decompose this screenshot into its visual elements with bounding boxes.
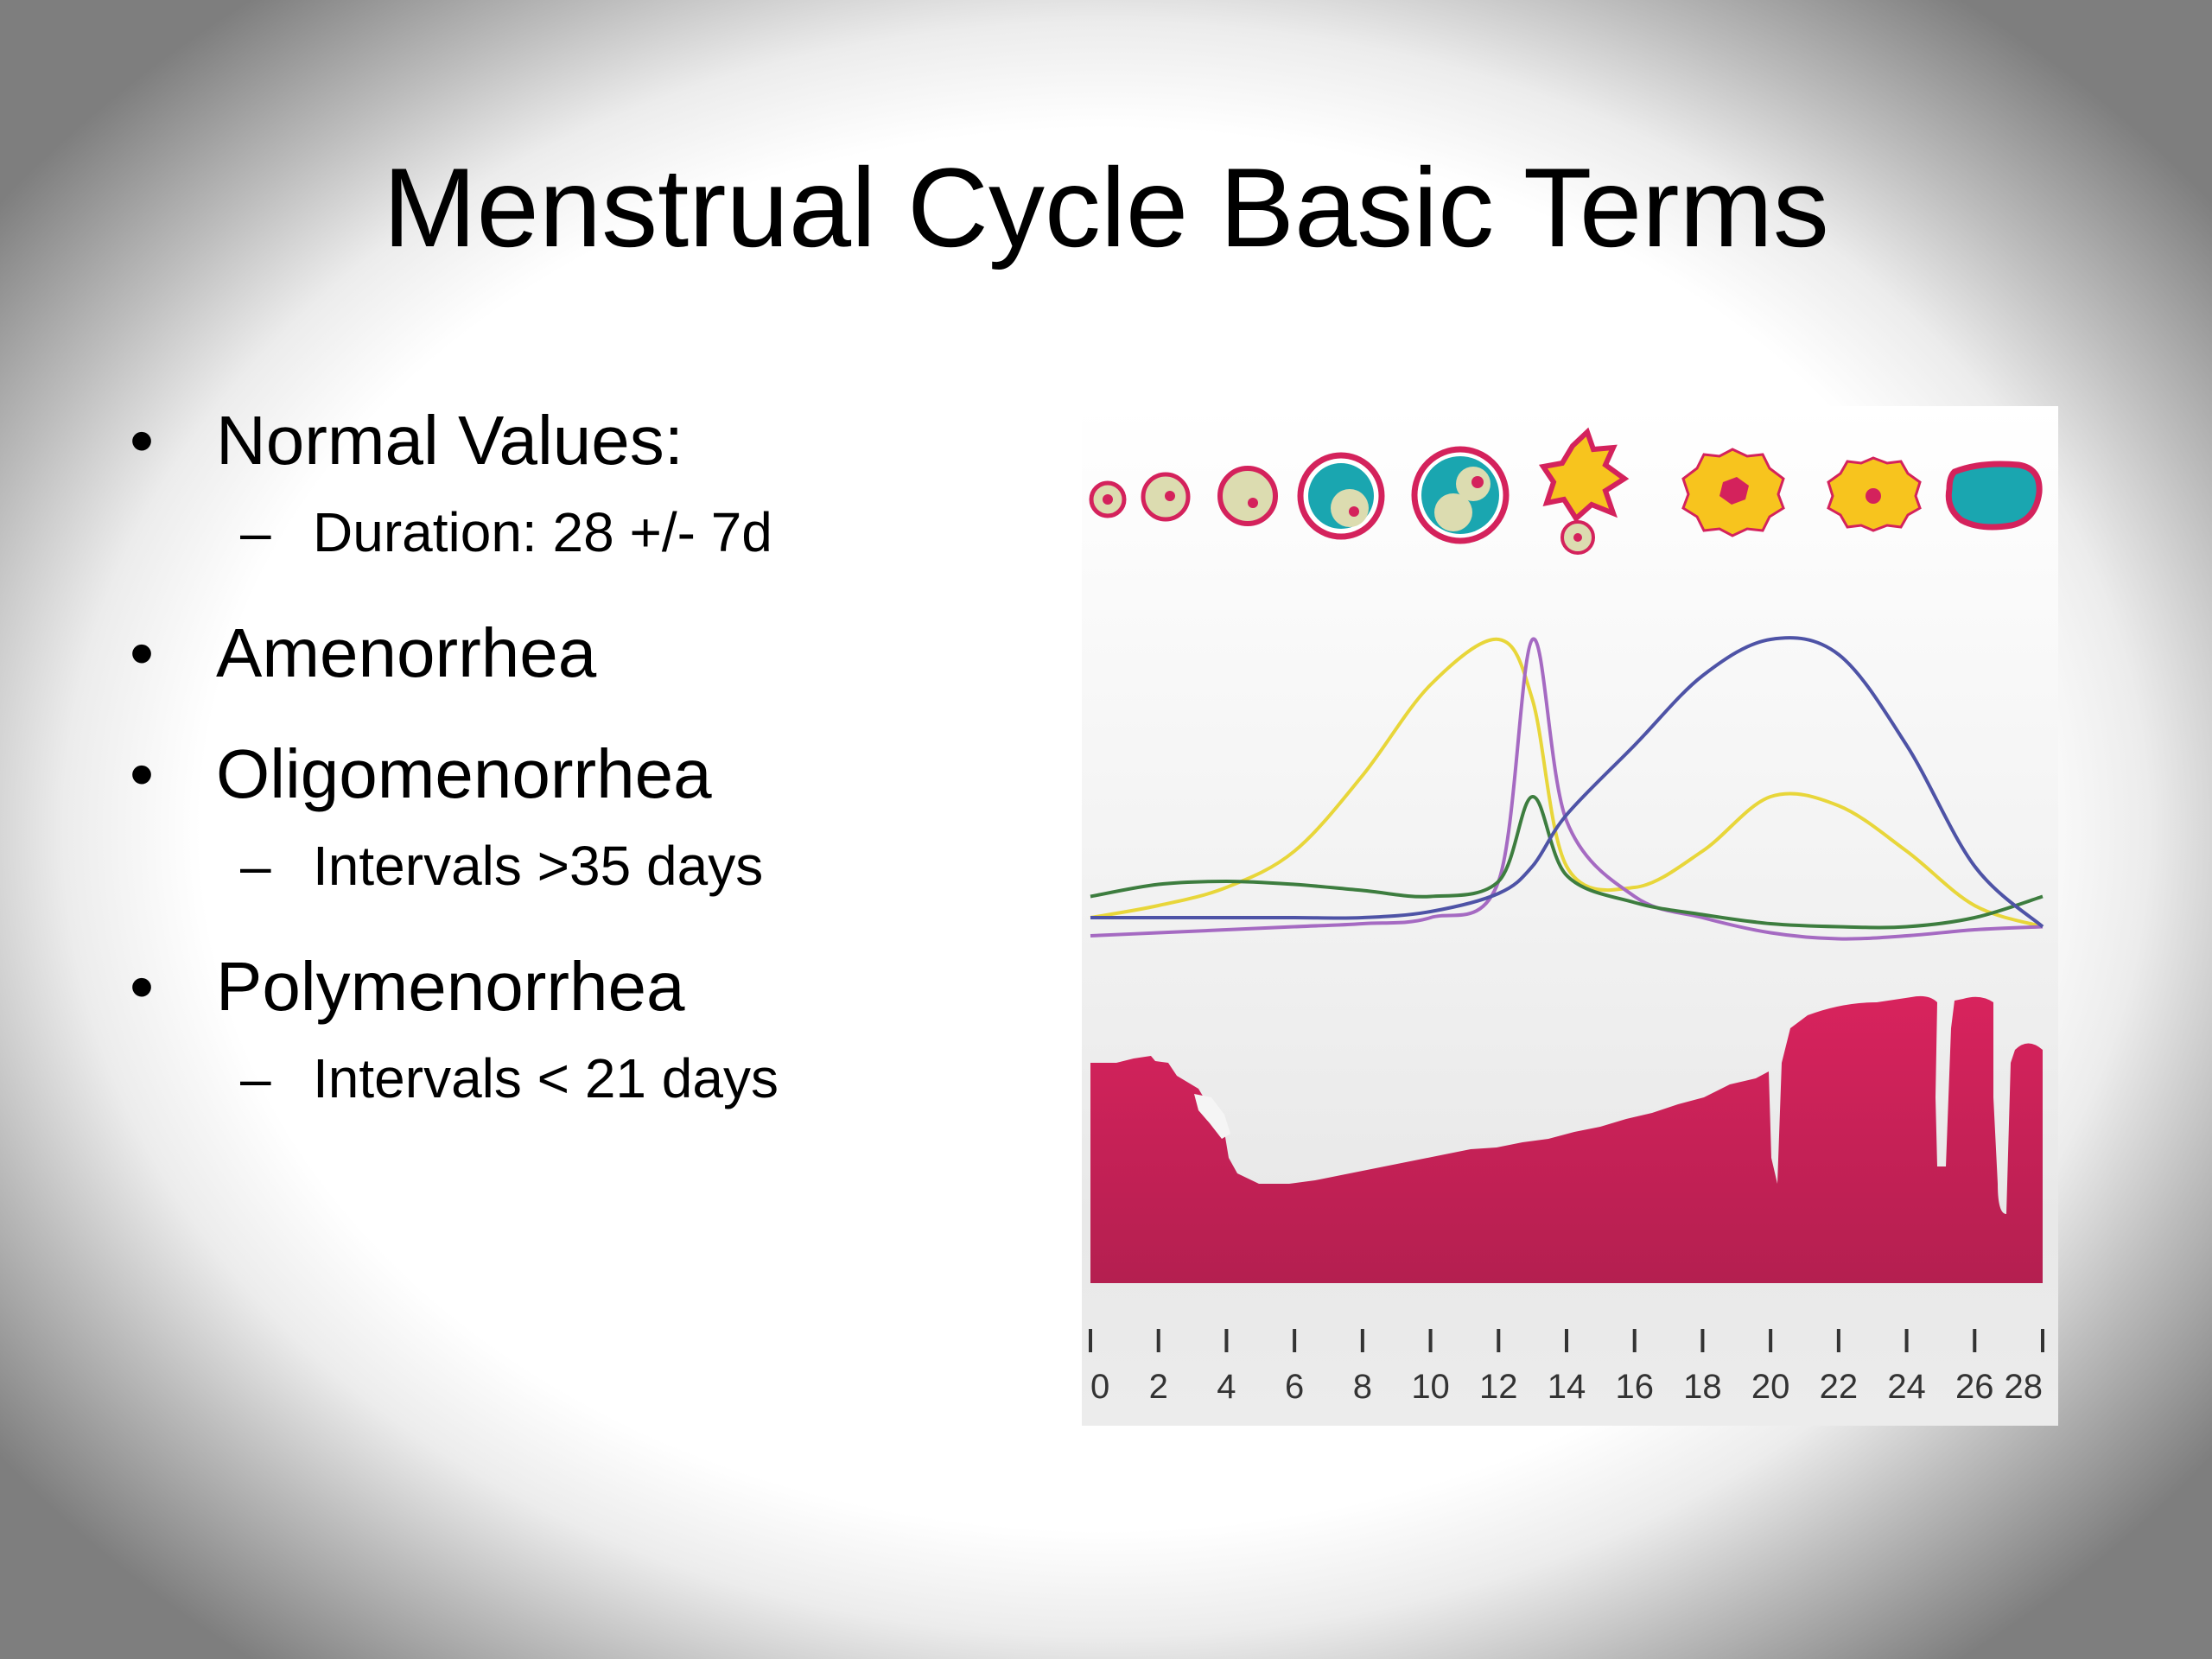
bullet-oligomenorrhea: • Oligomenorrhea bbox=[130, 727, 1037, 822]
ovulation-icon bbox=[1538, 427, 1630, 555]
sub-bullet-text: Duration: 28 +/- 7d bbox=[313, 501, 772, 563]
hormone-curve-blue bbox=[1090, 636, 2044, 929]
bullet-text: Normal Values: bbox=[216, 402, 683, 479]
day-tick-label: 6 bbox=[1285, 1368, 1304, 1406]
hormone-curve-yellow bbox=[1090, 637, 2044, 929]
dash-glyph: – bbox=[240, 1047, 271, 1109]
day-tick-label: 14 bbox=[1548, 1368, 1586, 1406]
day-tick-label: 12 bbox=[1479, 1368, 1518, 1406]
dash-glyph: – bbox=[240, 501, 271, 563]
follicle-icon-2 bbox=[1141, 472, 1191, 522]
endometrium-lining bbox=[1090, 995, 2043, 1283]
slide-title: Menstrual Cycle Basic Terms bbox=[383, 144, 1829, 270]
bullet-amenorrhea: • Amenorrhea bbox=[130, 606, 1037, 701]
day-tick-label: 2 bbox=[1149, 1368, 1168, 1406]
bullet-glyph: • bbox=[130, 948, 155, 1025]
day-tick-label: 24 bbox=[1887, 1368, 1926, 1406]
bullet-normal-values: • Normal Values: bbox=[130, 393, 1037, 488]
day-tick-label: 20 bbox=[1751, 1368, 1790, 1406]
corpus-albicans-icon bbox=[1945, 461, 2043, 531]
hormone-curve-purple bbox=[1090, 637, 2044, 941]
bullet-text: Polymenorrhea bbox=[216, 948, 685, 1025]
day-tick-label: 8 bbox=[1353, 1368, 1372, 1406]
bullet-list: • Normal Values: – Duration: 28 +/- 7d • Am… bbox=[130, 393, 1037, 1152]
day-tick-label: 18 bbox=[1683, 1368, 1722, 1406]
day-tick-label: 10 bbox=[1411, 1368, 1450, 1406]
day-tick-label: 0 bbox=[1090, 1368, 1109, 1406]
bullet-glyph: • bbox=[130, 402, 155, 479]
sub-bullet-poly-interval: – Intervals < 21 days bbox=[130, 1039, 1037, 1117]
bullet-glyph: • bbox=[130, 735, 155, 812]
day-axis: 0 2 4 6 8 10 12 14 16 18 20 22 24 26 28 bbox=[1089, 1329, 2044, 1406]
dash-glyph: – bbox=[240, 835, 271, 897]
bullet-polymenorrhea: • Polymenorrhea bbox=[130, 939, 1037, 1034]
ovary-stage-icons bbox=[1089, 427, 2043, 555]
day-tick-label: 26 bbox=[1955, 1368, 1994, 1406]
cycle-chart-svg: 0 2 4 6 8 10 12 14 16 18 20 22 24 26 28 bbox=[1082, 406, 2058, 1426]
bullet-text: Oligomenorrhea bbox=[216, 735, 712, 812]
follicle-icon-3 bbox=[1217, 466, 1278, 526]
corpus-luteum-icon-2 bbox=[1827, 456, 1922, 532]
sub-bullet-text: Intervals < 21 days bbox=[313, 1047, 779, 1109]
hormone-curve-green bbox=[1090, 795, 2044, 930]
corpus-luteum-icon-1 bbox=[1681, 448, 1785, 537]
menstrual-cycle-figure: 0 2 4 6 8 10 12 14 16 18 20 22 24 26 28 bbox=[1082, 406, 2058, 1426]
sub-bullet-text: Intervals >35 days bbox=[313, 835, 764, 897]
day-tick-label: 16 bbox=[1615, 1368, 1654, 1406]
follicle-icon-1 bbox=[1089, 480, 1127, 518]
follicle-icon-4 bbox=[1297, 452, 1385, 540]
bullet-glyph: • bbox=[130, 614, 155, 691]
bullet-text: Amenorrhea bbox=[216, 614, 597, 691]
follicle-icon-5 bbox=[1411, 446, 1510, 544]
day-tick-label: 22 bbox=[1820, 1368, 1859, 1406]
endometrium-gap bbox=[1194, 1094, 1230, 1139]
day-tick-label: 28 bbox=[2005, 1368, 2044, 1406]
sub-bullet-oligo-interval: – Intervals >35 days bbox=[130, 827, 1037, 905]
sub-bullet-duration: – Duration: 28 +/- 7d bbox=[130, 493, 1037, 571]
day-tick-label: 4 bbox=[1217, 1368, 1236, 1406]
hormone-curves bbox=[1090, 636, 2044, 941]
